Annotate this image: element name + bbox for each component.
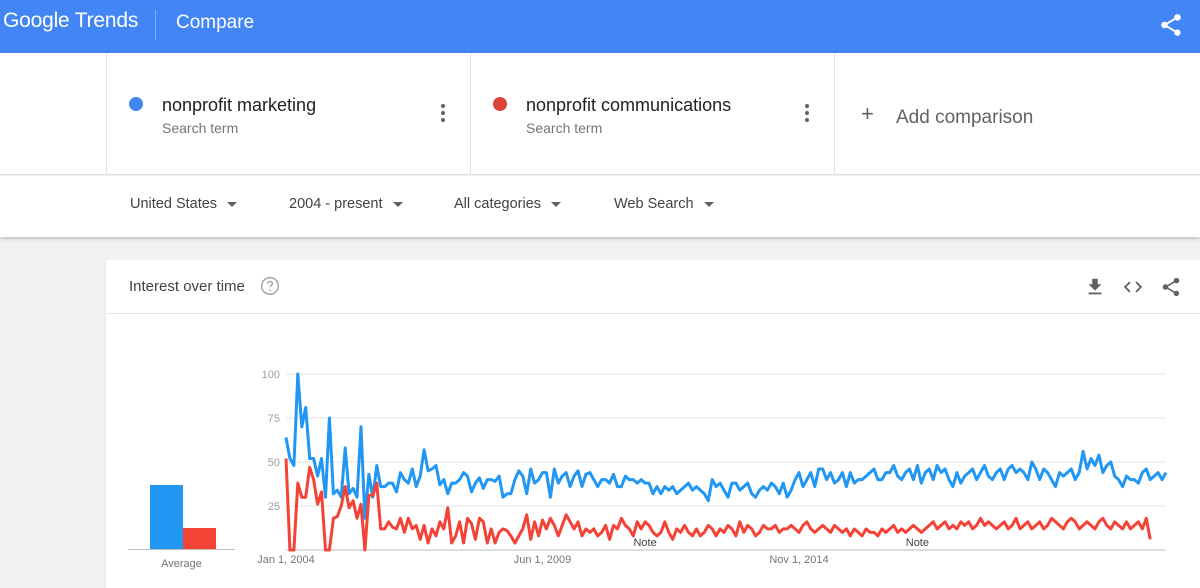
page-title: Compare bbox=[176, 12, 255, 33]
more-options-icon[interactable] bbox=[438, 103, 448, 123]
x-tick-label: Jun 1, 2009 bbox=[514, 554, 572, 566]
card-header: Interest over time bbox=[106, 260, 1200, 314]
average-baseline bbox=[128, 549, 235, 550]
share-icon[interactable] bbox=[1158, 12, 1184, 38]
header-divider bbox=[155, 10, 156, 40]
series-line-nonprofit-marketing bbox=[284, 372, 1168, 520]
help-icon[interactable] bbox=[260, 276, 280, 296]
embed-icon[interactable] bbox=[1122, 276, 1144, 298]
download-icon[interactable] bbox=[1084, 276, 1106, 298]
plus-icon: + bbox=[861, 101, 874, 126]
average-label: Average bbox=[161, 558, 202, 570]
average-chart: Average bbox=[128, 430, 238, 570]
term-type-label: Search term bbox=[526, 120, 603, 136]
region-value: United States bbox=[130, 196, 218, 212]
term-card-1[interactable]: nonprofit marketing Search term bbox=[106, 53, 470, 175]
term-name[interactable]: nonprofit communications bbox=[526, 95, 732, 115]
search-type-value: Web Search bbox=[614, 196, 694, 212]
term-card-2[interactable]: nonprofit communications Search term bbox=[470, 53, 834, 175]
time-range-dropdown[interactable]: 2004 - present bbox=[289, 196, 403, 212]
filters-bar: United States 2004 - present All categor… bbox=[0, 176, 1200, 237]
dropdown-arrow-icon bbox=[227, 201, 238, 207]
share-icon[interactable] bbox=[1160, 276, 1182, 298]
y-tick-label: 75 bbox=[268, 413, 280, 425]
term-type-label: Search term bbox=[162, 120, 239, 136]
search-type-dropdown[interactable]: Web Search bbox=[614, 196, 714, 212]
x-tick-label: Jan 1, 2004 bbox=[257, 554, 315, 566]
chart-note-marker[interactable]: Note bbox=[633, 537, 656, 549]
x-tick-label: Nov 1, 2014 bbox=[769, 554, 828, 566]
interest-over-time-card: Interest over time Average 25 50 75 100 Jan … bbox=[106, 260, 1200, 588]
term-name[interactable]: nonprofit marketing bbox=[162, 95, 317, 115]
y-tick-label: 50 bbox=[268, 457, 280, 469]
term-color-dot bbox=[129, 97, 143, 111]
dropdown-arrow-icon bbox=[703, 201, 714, 207]
time-range-value: 2004 - present bbox=[289, 196, 383, 212]
average-bar-nonprofit-communications[interactable] bbox=[183, 527, 216, 550]
dropdown-arrow-icon bbox=[392, 201, 403, 207]
term-color-dot bbox=[493, 97, 507, 111]
top-app-bar: Google Trends Compare bbox=[0, 0, 1200, 53]
category-dropdown[interactable]: All categories bbox=[454, 196, 562, 212]
add-comparison-label: Add comparison bbox=[896, 107, 1034, 128]
search-terms-row: nonprofit marketing Search term nonprofi… bbox=[0, 53, 1200, 175]
card-title: Interest over time bbox=[129, 278, 245, 295]
y-tick-label: 25 bbox=[268, 501, 280, 513]
more-options-icon[interactable] bbox=[802, 103, 812, 123]
series-line-nonprofit-communications bbox=[284, 458, 1152, 552]
y-tick-label: 100 bbox=[262, 369, 280, 381]
interest-over-time-chart[interactable]: 25 50 75 100 Jan 1, 2004 Jun 1, 2009 Nov 1, 20… bbox=[236, 360, 1176, 575]
category-value: All categories bbox=[454, 196, 542, 212]
dropdown-arrow-icon bbox=[551, 201, 562, 207]
region-dropdown[interactable]: United States bbox=[130, 196, 238, 212]
average-bar-nonprofit-marketing[interactable] bbox=[150, 485, 183, 550]
google-trends-logo[interactable]: Google Trends bbox=[3, 9, 139, 32]
chart-note-marker[interactable]: Note bbox=[906, 537, 929, 549]
add-comparison-button[interactable]: + Add comparison bbox=[834, 53, 1200, 175]
